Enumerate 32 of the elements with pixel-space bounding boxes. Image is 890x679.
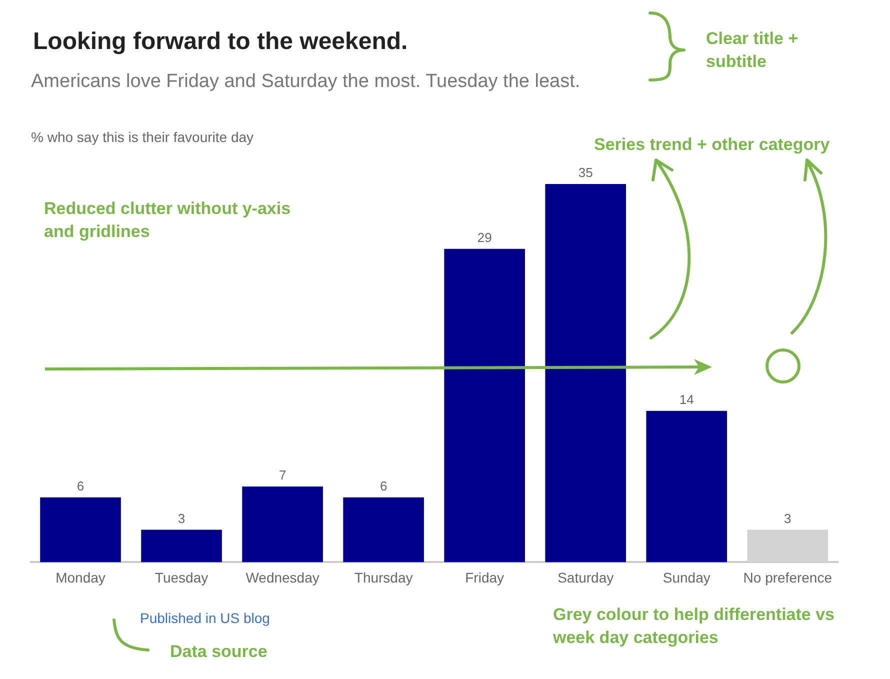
x-tick-label: No preference [743, 569, 832, 586]
bar [343, 497, 424, 562]
y-axis-title: % who say this is their favourite day [31, 129, 254, 145]
data-label: 6 [76, 478, 84, 494]
bar [141, 530, 222, 562]
x-tick-label: Thursday [354, 569, 413, 586]
x-tick-label: Wednesday [246, 569, 320, 586]
x-tick-label: Saturday [558, 569, 614, 586]
bar [545, 184, 626, 562]
x-tick-label: Friday [465, 569, 504, 586]
bar [242, 486, 323, 562]
x-tick-label: Tuesday [154, 569, 208, 586]
x-tick-label: Sunday [662, 569, 710, 586]
data-label: 6 [380, 478, 388, 494]
chart-title: Looking forward to the weekend. [33, 28, 408, 56]
bar [444, 248, 525, 562]
x-tick-label: Monday [56, 569, 106, 586]
text: Data source [170, 641, 268, 663]
bar [40, 497, 121, 562]
data-label: 14 [679, 392, 694, 407]
text: Grey colour to help differentiate vs week day categories [553, 604, 836, 649]
data-label: 35 [578, 165, 593, 180]
data-label: 3 [178, 510, 186, 526]
bar [646, 410, 728, 562]
data-label: 3 [784, 510, 792, 526]
text: Series trend + other category [594, 134, 831, 156]
text: Published in US blog [140, 609, 270, 628]
text: Clear title + subtitle [706, 28, 800, 73]
data-label: 29 [477, 230, 492, 245]
annotation: Reduced clutter without y-axis and gridlines [44, 198, 292, 243]
chart-subtitle: Americans love Friday and Saturday the most. Tuesday the least. [31, 71, 580, 93]
data-label: 7 [278, 468, 286, 483]
